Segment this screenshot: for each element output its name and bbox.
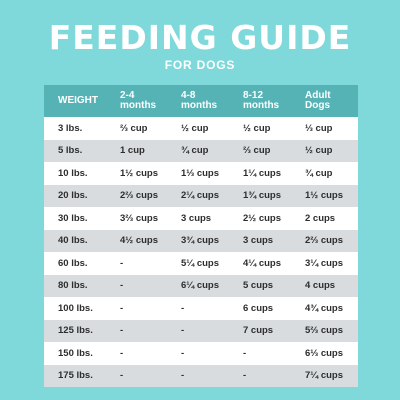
amount-cell: - <box>108 252 169 275</box>
amount-cell: 1 cup <box>108 139 169 162</box>
amount-cell: 1¾ cups <box>231 184 293 207</box>
weight-cell: 3 lbs. <box>44 117 108 140</box>
column-header-line: Dogs <box>305 100 330 111</box>
table-row: 80 lbs. - 6¼ cups 5 cups 4 cups <box>44 274 358 297</box>
amount-cell: 2½ cups <box>231 207 293 230</box>
amount-cell: ½ cup <box>293 139 358 162</box>
table-row: 30 lbs. 3⅔ cups 3 cups 2½ cups 2 cups <box>44 207 358 230</box>
table-row: 100 lbs. - - 6 cups 4¾ cups <box>44 297 358 320</box>
amount-cell: 1½ cups <box>293 184 358 207</box>
amount-cell: 1¼ cups <box>231 162 293 185</box>
page-subtitle: FOR DOGS <box>164 58 236 72</box>
table-row: 3 lbs. ⅔ cup ½ cup ½ cup ⅓ cup <box>44 117 358 140</box>
weight-cell: 175 lbs. <box>44 364 108 387</box>
amount-cell: - <box>169 342 231 365</box>
amount-cell: - <box>231 342 293 365</box>
amount-cell: 3 cups <box>169 207 231 230</box>
column-header-adult-dogs: Adult Dogs <box>293 85 358 117</box>
weight-cell: 100 lbs. <box>44 297 108 320</box>
amount-cell: ¾ cup <box>293 162 358 185</box>
amount-cell: 2¼ cups <box>169 184 231 207</box>
weight-cell: 150 lbs. <box>44 342 108 365</box>
amount-cell: ½ cup <box>169 117 231 140</box>
amount-cell: 7 cups <box>231 319 293 342</box>
amount-cell: 4¼ cups <box>231 252 293 275</box>
weight-cell: 10 lbs. <box>44 162 108 185</box>
amount-cell: - <box>108 342 169 365</box>
amount-cell: 2 cups <box>293 207 358 230</box>
amount-cell: 4¾ cups <box>293 297 358 320</box>
amount-cell: ⅔ cup <box>231 139 293 162</box>
table-row: 20 lbs. 2⅔ cups 2¼ cups 1¾ cups 1½ cups <box>44 184 358 207</box>
weight-cell: 125 lbs. <box>44 319 108 342</box>
table-row: 10 lbs. 1½ cups 1⅓ cups 1¼ cups ¾ cup <box>44 162 358 185</box>
table-row: 150 lbs. - - - 6⅓ cups <box>44 342 358 365</box>
amount-cell: 5 cups <box>231 274 293 297</box>
amount-cell: 4 cups <box>293 274 358 297</box>
weight-cell: 60 lbs. <box>44 252 108 275</box>
amount-cell: ⅓ cup <box>293 117 358 140</box>
column-header-line: Adult <box>305 90 331 101</box>
amount-cell: - <box>169 297 231 320</box>
column-header-line: months <box>181 100 218 111</box>
amount-cell: - <box>108 319 169 342</box>
amount-cell: 5⅔ cups <box>293 319 358 342</box>
weight-cell: 30 lbs. <box>44 207 108 230</box>
amount-cell: 3⅔ cups <box>108 207 169 230</box>
amount-cell: - <box>169 364 231 387</box>
column-header-line: months <box>120 100 157 111</box>
table-row: 5 lbs. 1 cup ¾ cup ⅔ cup ½ cup <box>44 139 358 162</box>
table-row: 60 lbs. - 5¼ cups 4¼ cups 3¼ cups <box>44 252 358 275</box>
column-header-weight: WEIGHT <box>44 85 108 117</box>
weight-cell: 40 lbs. <box>44 229 108 252</box>
column-header-line: months <box>243 100 280 111</box>
column-header-2-4-months: 2-4 months <box>108 85 169 117</box>
weight-cell: 80 lbs. <box>44 274 108 297</box>
column-header-line: WEIGHT <box>58 95 98 106</box>
column-header-line: 2-4 <box>120 90 135 101</box>
table-row: 40 lbs. 4½ cups 3¾ cups 3 cups 2⅔ cups <box>44 229 358 252</box>
amount-cell: ⅔ cup <box>108 117 169 140</box>
feeding-table: WEIGHT 2-4 months 4-8 months 8-12 months… <box>44 85 358 387</box>
amount-cell: 3¼ cups <box>293 252 358 275</box>
column-header-line: 8-12 <box>243 90 264 101</box>
amount-cell: 7¼ cups <box>293 364 358 387</box>
column-header-line: 4-8 <box>181 90 196 101</box>
table-row: 125 lbs. - - 7 cups 5⅔ cups <box>44 319 358 342</box>
amount-cell: 3 cups <box>231 229 293 252</box>
table-header-row: WEIGHT 2-4 months 4-8 months 8-12 months… <box>44 85 358 117</box>
amount-cell: - <box>108 297 169 320</box>
amount-cell: ½ cup <box>231 117 293 140</box>
column-header-8-12-months: 8-12 months <box>231 85 293 117</box>
amount-cell: 1½ cups <box>108 162 169 185</box>
amount-cell: 1⅓ cups <box>169 162 231 185</box>
amount-cell: - <box>169 319 231 342</box>
table-row: 175 lbs. - - - 7¼ cups <box>44 364 358 387</box>
amount-cell: - <box>108 364 169 387</box>
weight-cell: 20 lbs. <box>44 184 108 207</box>
amount-cell: 6⅓ cups <box>293 342 358 365</box>
column-header-4-8-months: 4-8 months <box>169 85 231 117</box>
page-title: FEEDING GUIDE <box>48 18 352 57</box>
amount-cell: ¾ cup <box>169 139 231 162</box>
amount-cell: 3¾ cups <box>169 229 231 252</box>
amount-cell: - <box>108 274 169 297</box>
amount-cell: 6¼ cups <box>169 274 231 297</box>
amount-cell: 2⅔ cups <box>108 184 169 207</box>
amount-cell: 2⅔ cups <box>293 229 358 252</box>
weight-cell: 5 lbs. <box>44 139 108 162</box>
amount-cell: 5¼ cups <box>169 252 231 275</box>
amount-cell: 4½ cups <box>108 229 169 252</box>
amount-cell: 6 cups <box>231 297 293 320</box>
amount-cell: - <box>231 364 293 387</box>
